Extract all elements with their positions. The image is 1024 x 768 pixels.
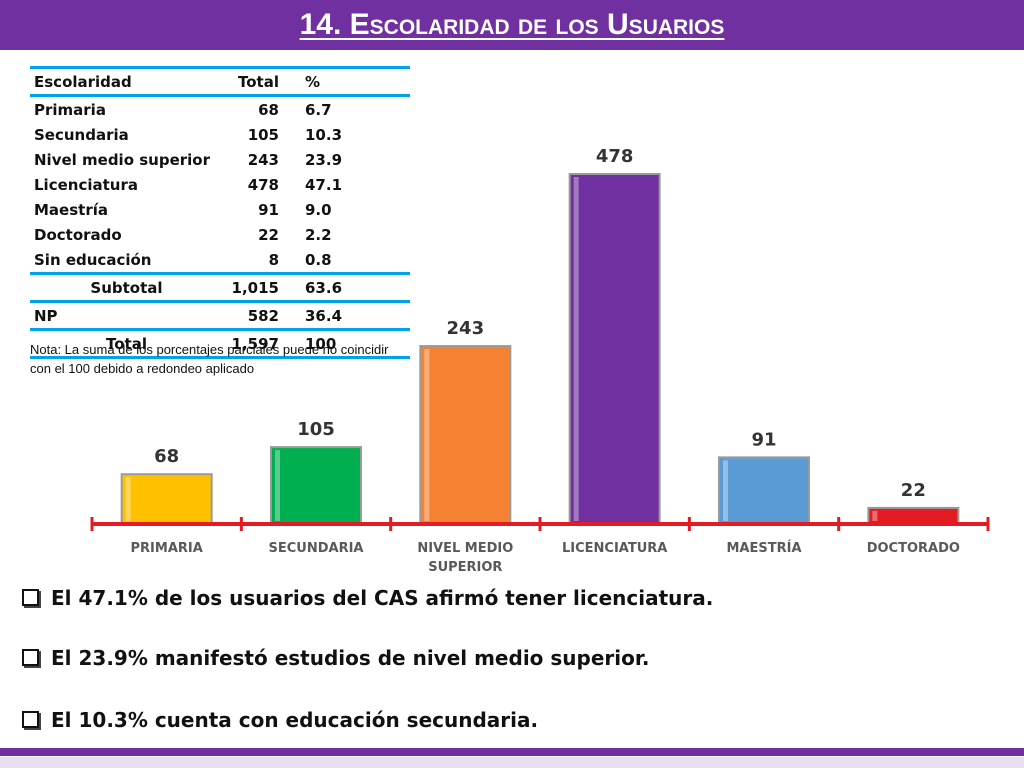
table-cell: Nivel medio superior <box>34 150 210 169</box>
bullet-item: El 23.9% manifestó estudios de nivel med… <box>22 646 649 670</box>
checkbox-bullet-icon <box>22 589 39 606</box>
bullet-text: El 23.9% manifestó estudios de nivel med… <box>51 646 650 670</box>
table-cell: 22 <box>258 225 279 244</box>
table-cell: 478 <box>247 175 279 194</box>
table-cell: Total <box>30 329 219 359</box>
table-row: Secundaria 105 10.3 <box>30 122 410 147</box>
bar-highlight <box>573 177 579 521</box>
data-label: 22 <box>901 480 926 501</box>
page-title: 14. Escolaridad de los Usuarios <box>299 8 725 41</box>
table-row: Maestría 91 9.0 <box>30 197 410 222</box>
bar-highlight <box>424 349 430 521</box>
table-cell: 582 <box>219 301 285 331</box>
table-header-row: Escolaridad Total % <box>30 66 410 97</box>
table-cell: Primaria <box>34 100 106 119</box>
column-header: Escolaridad <box>30 66 219 97</box>
table-cell: 10.3 <box>305 125 343 144</box>
bar <box>568 173 661 525</box>
table-cell: 243 <box>247 150 279 169</box>
table-cell: 23.9 <box>305 150 343 169</box>
table-cell: 6.7 <box>305 100 332 119</box>
table-cell: Subtotal <box>30 273 219 303</box>
title-bar <box>0 0 1024 50</box>
bar-highlight <box>275 450 280 521</box>
bar <box>270 446 362 525</box>
schooling-table: Escolaridad Total % Primaria 68 6.7 Secu… <box>30 66 410 359</box>
x-tick-label: NIVEL MEDIO <box>417 541 513 556</box>
footer-bar <box>0 748 1024 756</box>
table-note: Nota: La suma de los porcentajes parcial… <box>30 342 389 376</box>
bar <box>867 506 960 525</box>
bullet-item: El 47.1% de los usuarios del CAS afirmó … <box>22 586 713 610</box>
bullet-item: El 10.3% cuenta con educación secundaria… <box>22 708 538 732</box>
data-label: 478 <box>596 146 634 167</box>
bar <box>419 345 512 525</box>
table-cell: Sin educación <box>30 247 219 275</box>
table-cell: Maestría <box>34 200 108 219</box>
table-cell: 9.0 <box>305 200 332 219</box>
x-tick-label: LICENCIATURA <box>562 541 667 556</box>
bar-highlight <box>125 477 131 521</box>
table-cell: 36.4 <box>285 301 410 331</box>
footer-band <box>0 757 1024 768</box>
total-row: Total 1,597 100 <box>30 329 410 359</box>
data-label: 91 <box>751 429 776 450</box>
table-cell: 105 <box>247 125 279 144</box>
table-cell: Doctorado <box>34 225 122 244</box>
x-tick-label: SUPERIOR <box>428 560 502 575</box>
table-cell: 68 <box>258 100 279 119</box>
table-cell: Secundaria <box>34 125 129 144</box>
table-cell: 91 <box>258 200 279 219</box>
x-tick-label: DOCTORADO <box>867 541 960 556</box>
table-cell: 1,015 <box>219 273 285 303</box>
data-label: 243 <box>447 318 485 339</box>
table-cell: 100 <box>285 329 410 359</box>
np-row: NP 582 36.4 <box>30 301 410 331</box>
bar <box>718 456 810 525</box>
subtotal-row: Subtotal 1,015 63.6 <box>30 273 410 303</box>
table-cell: 47.1 <box>305 175 343 194</box>
table-cell: 2.2 <box>305 225 332 244</box>
table-row: Licenciatura 478 47.1 <box>30 172 410 197</box>
data-label: 105 <box>297 419 335 440</box>
table-row: Doctorado 22 2.2 <box>30 222 410 247</box>
bullet-text: El 47.1% de los usuarios del CAS afirmó … <box>51 586 714 610</box>
x-tick-label: SECUNDARIA <box>269 541 364 556</box>
column-header: Total <box>219 66 285 97</box>
table-cell: 1,597 <box>219 329 285 359</box>
table-row: Nivel medio superior 243 23.9 <box>30 147 410 172</box>
bar-chart: 68 PRIMARIA 105 SECUNDARIA 243 NIVEL MEDIO SUP… <box>90 146 990 575</box>
column-header: % <box>285 66 410 97</box>
table-cell: 8 <box>219 247 285 275</box>
table-row: Primaria 68 6.7 <box>30 96 410 123</box>
table-row: Sin educación 8 0.8 <box>30 247 410 275</box>
table-cell: 63.6 <box>285 273 410 303</box>
x-tick-label: MAESTRÍA <box>726 540 801 556</box>
table-cell: NP <box>30 301 219 331</box>
bar-highlight <box>872 510 878 521</box>
checkbox-bullet-icon <box>22 649 39 666</box>
table-cell: 0.8 <box>285 247 410 275</box>
bar <box>120 473 213 525</box>
bar-highlight <box>723 460 728 521</box>
x-tick-label: PRIMARIA <box>131 541 203 556</box>
checkbox-bullet-icon <box>22 711 39 728</box>
table-cell: Licenciatura <box>34 175 138 194</box>
data-label: 68 <box>154 446 179 467</box>
bullet-text: El 10.3% cuenta con educación secundaria… <box>51 708 539 732</box>
